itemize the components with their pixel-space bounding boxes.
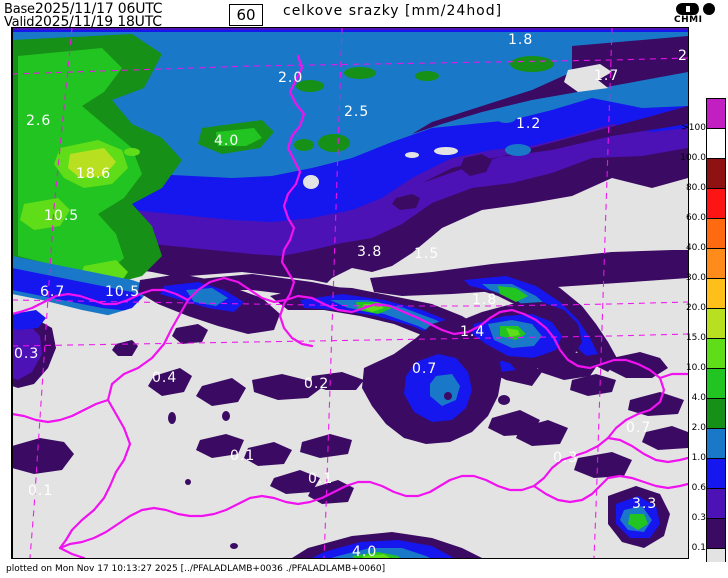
value-label: 0.1 xyxy=(308,471,334,487)
value-label: 3.3 xyxy=(632,496,658,512)
color-scale-tick: 2.0 xyxy=(691,423,706,433)
valid-label: Valid xyxy=(4,15,35,30)
map-canvas: 2.6 18.6 10.5 6.7 10.5 2.0 2.5 4.0 1.8 1… xyxy=(12,28,688,558)
value-label: 2. xyxy=(678,48,688,64)
value-label: 0.3 xyxy=(553,450,579,466)
header-bar: Base2025/11/17 06UTC Valid2025/11/19 18U… xyxy=(0,0,728,30)
map-left-edge xyxy=(11,27,13,559)
value-label: 0.1 xyxy=(28,483,54,499)
precipitation-map[interactable]: 2.6 18.6 10.5 6.7 10.5 2.0 2.5 4.0 1.8 1… xyxy=(12,28,688,558)
page-title: celkove srazky [mm/24hod] xyxy=(283,3,503,19)
color-scale-tick: 80.0 xyxy=(685,183,706,193)
value-label: 2.6 xyxy=(26,113,52,129)
valid-time-line: Valid2025/11/19 18UTC xyxy=(4,14,162,30)
status-bar: plotted on Mon Nov 17 10:13:27 2025 [../… xyxy=(0,562,728,578)
color-scale-tick: 30.0 xyxy=(685,273,706,283)
color-scale-tick: 1.0 xyxy=(691,453,706,463)
forecast-step-box: 60 xyxy=(229,4,263,26)
color-scale-band xyxy=(706,158,726,188)
color-scale-tick: 15.0 xyxy=(685,333,706,343)
value-label: 3.8 xyxy=(357,244,383,260)
color-scale-band xyxy=(706,248,726,278)
value-label: 2.5 xyxy=(344,104,370,120)
color-scale-tick: 60.0 xyxy=(685,213,706,223)
color-scale-band xyxy=(706,308,726,338)
color-scale-tick: 100.0 xyxy=(680,153,706,163)
color-scale-band xyxy=(706,128,726,158)
value-label: 0.2 xyxy=(304,376,330,392)
color-scale-band xyxy=(706,518,726,548)
chmi-logo-text: CHMI xyxy=(674,15,703,25)
value-label: 18.6 xyxy=(76,166,112,182)
value-label: 6.7 xyxy=(40,284,66,300)
chmi-logo: CHMI xyxy=(672,2,724,26)
color-scale-tick: 0.1 xyxy=(691,543,706,553)
value-label: 1.8 xyxy=(508,32,534,48)
value-label: 1.4 xyxy=(460,324,486,340)
color-scale-band xyxy=(706,188,726,218)
value-label: 10.5 xyxy=(105,284,141,300)
color-scale-band xyxy=(706,458,726,488)
value-label: 1.7 xyxy=(594,68,620,84)
status-text: plotted on Mon Nov 17 10:13:27 2025 [../… xyxy=(6,564,386,574)
color-scale-band xyxy=(706,218,726,248)
color-scale-tick: 10.0 xyxy=(685,363,706,373)
value-label: 0.7 xyxy=(412,361,438,377)
value-label: 1.2 xyxy=(516,116,542,132)
base-time-line: Base2025/11/17 06UTC xyxy=(4,1,163,17)
value-label: 1.8 xyxy=(472,292,498,308)
color-scale-tick: >100 xyxy=(681,123,706,133)
color-scale-band xyxy=(706,278,726,308)
color-scale-tick: 4.0 xyxy=(691,393,706,403)
value-label: 0.7 xyxy=(626,420,652,436)
color-scale-band xyxy=(706,398,726,428)
color-scale-band xyxy=(706,368,726,398)
valid-value: 2025/11/19 18UTC xyxy=(34,14,162,30)
value-label: 2.0 xyxy=(278,70,304,86)
map-raster xyxy=(12,28,688,558)
color-scale-tick: 0.3 xyxy=(691,513,706,523)
value-label: 0.4 xyxy=(152,370,178,386)
color-scale-tick: 0.6 xyxy=(691,483,706,493)
base-value: 2025/11/17 06UTC xyxy=(34,1,163,17)
color-scale-band xyxy=(706,428,726,458)
color-scale-bar xyxy=(706,98,726,578)
value-label: 4.0 xyxy=(214,133,240,149)
value-label: 4.0 xyxy=(352,544,378,558)
value-label: 10.5 xyxy=(44,208,80,224)
base-label: Base xyxy=(4,2,35,17)
value-label: 1.5 xyxy=(414,246,440,262)
color-scale-tick: 20.0 xyxy=(685,303,706,313)
value-label: 0.3 xyxy=(14,346,40,362)
color-scale-band xyxy=(706,488,726,518)
chmi-logo-icon xyxy=(672,2,724,16)
value-label: 0.1 xyxy=(230,448,256,464)
color-scale-tick: 40.0 xyxy=(685,243,706,253)
color-scale-band xyxy=(706,338,726,368)
color-scale-band xyxy=(706,98,726,128)
